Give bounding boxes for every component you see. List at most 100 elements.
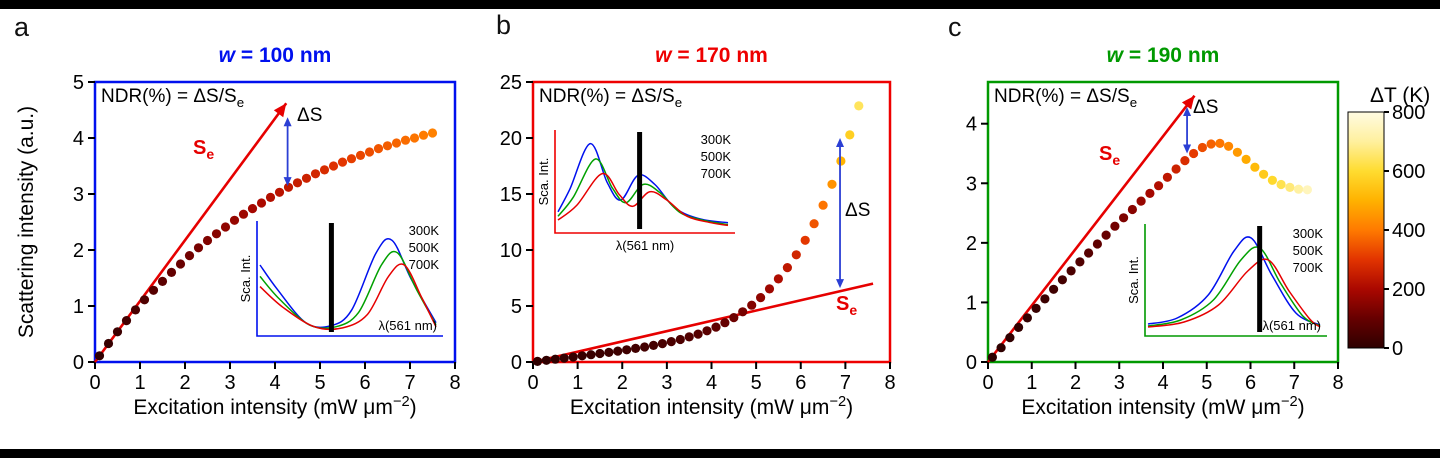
inset-y-label: Sca. Int. [1126, 256, 1141, 304]
arrowhead [1183, 144, 1192, 154]
data-point [1066, 266, 1076, 276]
inset-spectrum-curve [259, 250, 437, 330]
ndr-sub: e [1129, 94, 1138, 110]
y-tick-label: 2 [966, 233, 977, 255]
arrowhead [1181, 95, 1195, 110]
data-point [1014, 322, 1024, 332]
delta-s-label-a: ΔS [297, 105, 323, 126]
data-point [1276, 179, 1286, 190]
arrowhead [283, 177, 292, 187]
y-tick-label: 5 [511, 296, 522, 318]
y-tick-label: 20 [500, 128, 522, 150]
data-point [355, 150, 366, 160]
y-tick-label: 10 [500, 240, 522, 262]
x-tick-label: 6 [359, 372, 370, 394]
data-point [238, 209, 249, 219]
se-sub: e [849, 302, 858, 318]
inset-plot: 300K 500K 700K Sca. Int. λ(561 nm) [1126, 224, 1327, 337]
data-point [301, 173, 312, 183]
data-point [1267, 175, 1277, 185]
data-point [202, 235, 213, 246]
data-points [532, 101, 864, 366]
se-label-b: Se [836, 293, 857, 318]
x-tick-label: 0 [982, 372, 993, 394]
x-axis-label-c: Excitation intensity (mW μm−2) [988, 394, 1338, 420]
data-point [139, 295, 150, 305]
panel-letter-b: b [496, 10, 512, 40]
ndr-text: NDR(%) = ΔS/S [101, 86, 237, 107]
data-point [756, 293, 766, 303]
inset-legend-label: 700K [701, 166, 732, 181]
data-point [166, 267, 177, 277]
y-tick-label: 1 [73, 296, 84, 318]
x-tick-label: 3 [224, 372, 235, 394]
inset-spectrum-curve [557, 142, 729, 224]
data-point [400, 135, 411, 145]
se-text: S [836, 293, 850, 315]
se-label-c: Se [1099, 143, 1120, 168]
data-point [1189, 148, 1199, 159]
x-tick-label: 2 [1070, 372, 1081, 394]
inset-plot: 300K 500K 700K Sca. Int. λ(561 nm) [238, 221, 443, 337]
data-point [409, 133, 420, 143]
data-point [382, 141, 393, 151]
top-border-bar [0, 0, 1440, 9]
data-point [103, 338, 114, 349]
data-point [265, 192, 276, 202]
data-point [640, 342, 650, 352]
data-point [729, 313, 739, 323]
inset-spectrum-curve [1147, 236, 1321, 326]
data-point [1224, 141, 1234, 151]
x-tick-label: 5 [314, 372, 325, 394]
data-point [1145, 188, 1155, 198]
data-point [1057, 275, 1067, 285]
panel-title-a: w = 100 nm [95, 44, 455, 68]
data-point [720, 318, 730, 328]
inset-legend-label: 300K [1293, 226, 1324, 241]
colorbar-gradient [1347, 111, 1385, 349]
data-point [1215, 138, 1225, 148]
inset-y-label: Sca. Int. [536, 158, 551, 206]
data-point [845, 130, 855, 140]
x-label-close: ) [1297, 396, 1305, 419]
x-label-text: Excitation intensity (mW μm [569, 396, 830, 419]
panel-letter-a: a [14, 12, 30, 42]
data-point [319, 165, 330, 175]
x-label-text: Excitation intensity (mW μm [133, 396, 393, 419]
panel-a: 0 1 2 3 4 5 6 7 8 0 1 2 3 4 5 300K 500K 700K Sca. Int. λ(56… [73, 72, 461, 394]
data-point [427, 128, 438, 138]
data-point [675, 334, 685, 345]
data-point [1119, 213, 1129, 223]
x-tick-label: 6 [795, 372, 806, 394]
colorbar-tick-label: 400 [1392, 220, 1425, 242]
data-points [94, 128, 438, 361]
data-point [310, 169, 321, 179]
data-point [595, 348, 605, 359]
x-tick-label: 4 [1157, 372, 1168, 394]
x-label-sup: −2 [1280, 394, 1298, 410]
colorbar-tick-label: 200 [1392, 279, 1425, 301]
bottom-border-bar [0, 449, 1440, 458]
y-tick-label: 4 [73, 128, 84, 150]
data-point [292, 178, 303, 188]
data-point [94, 351, 105, 361]
title-w-italic: w [655, 44, 672, 67]
data-point [782, 263, 793, 273]
x-tick-label: 4 [706, 372, 717, 394]
title-w-italic: w [218, 44, 236, 67]
data-point [800, 235, 810, 245]
data-point [1232, 147, 1242, 157]
data-point [1294, 184, 1304, 194]
y-tick-label: 3 [966, 173, 977, 195]
colorbar-title: ΔT (K) [1370, 84, 1431, 107]
data-point [1171, 164, 1181, 174]
title-rest: = 170 nm [671, 44, 768, 67]
data-point [1084, 248, 1094, 258]
data-point [818, 200, 828, 210]
x-tick-label: 5 [1201, 372, 1212, 394]
data-point [987, 352, 998, 362]
delta-s-arrow [836, 138, 845, 289]
data-point [541, 355, 552, 365]
x-tick-label: 2 [617, 372, 628, 394]
inset-axes [256, 221, 443, 337]
